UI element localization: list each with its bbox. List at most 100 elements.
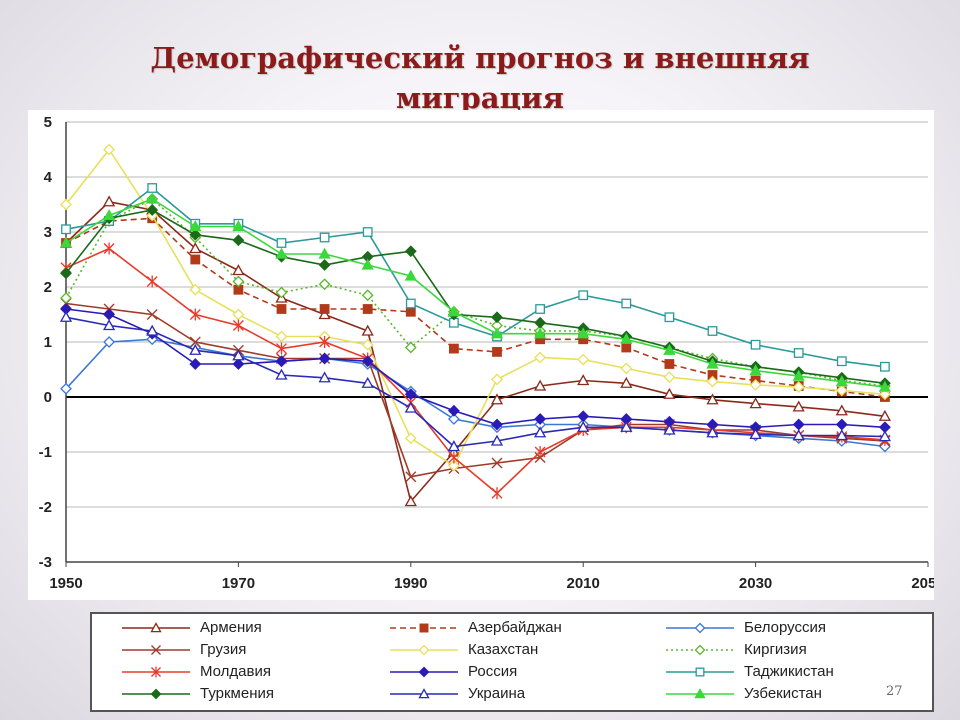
series-11	[59, 310, 892, 452]
y-tick-label: -3	[39, 554, 52, 571]
data-point	[534, 351, 547, 364]
data-point	[706, 357, 719, 369]
legend-label: Азербайджан	[468, 619, 562, 636]
data-point	[621, 298, 632, 309]
series-1	[59, 195, 892, 507]
data-point	[836, 356, 847, 367]
data-point	[275, 247, 288, 259]
data-point	[103, 242, 115, 255]
data-point	[490, 434, 504, 446]
data-point	[577, 327, 590, 339]
data-point	[59, 310, 73, 322]
title-line-2: миграция	[396, 81, 564, 115]
data-point	[189, 308, 201, 321]
data-point	[318, 308, 331, 320]
data-point	[103, 336, 116, 348]
legend-swatch	[666, 622, 734, 634]
series-line	[65, 198, 886, 388]
data-point	[533, 327, 547, 339]
legend-swatch	[122, 645, 190, 655]
series-line	[65, 186, 886, 368]
data-point	[146, 324, 159, 336]
data-point	[404, 388, 417, 401]
data-point	[146, 204, 159, 216]
data-point	[878, 380, 892, 392]
data-point	[835, 375, 848, 387]
legend-marker	[694, 688, 706, 699]
legend-swatch	[390, 688, 458, 699]
data-point	[749, 364, 762, 376]
legend-swatch	[122, 666, 190, 678]
data-point	[189, 242, 202, 254]
series-line	[65, 308, 885, 429]
data-point	[447, 440, 461, 452]
legend-marker	[694, 622, 706, 634]
data-point	[405, 306, 416, 317]
data-point	[577, 353, 590, 366]
data-point	[275, 368, 288, 380]
data-point	[404, 401, 417, 413]
legend-swatch	[666, 644, 734, 656]
x-tick-label: 2010	[567, 575, 600, 592]
legend-label: Туркмения	[200, 685, 274, 702]
y-tick-label: -1	[39, 444, 52, 461]
data-point	[276, 304, 287, 314]
data-point	[60, 267, 72, 280]
data-point	[707, 326, 718, 336]
chart-legend: Армения Азербайджан Белоруссия Грузия Казахс…	[90, 612, 934, 712]
data-point	[405, 471, 417, 483]
data-point	[578, 290, 589, 301]
data-point	[189, 343, 202, 355]
series-9	[61, 183, 890, 372]
data-point	[706, 375, 719, 388]
data-point	[319, 232, 330, 243]
data-point	[620, 332, 633, 344]
series-line	[65, 209, 886, 385]
data-point	[232, 275, 245, 288]
data-point	[792, 369, 805, 381]
data-point	[59, 236, 73, 248]
data-point	[103, 308, 116, 321]
data-point	[750, 339, 761, 350]
data-point	[190, 254, 201, 265]
legend-label: Россия	[468, 663, 518, 680]
data-point	[60, 292, 72, 304]
legend-label: Киргизия	[744, 641, 807, 658]
data-point	[620, 362, 633, 375]
data-point	[102, 319, 116, 331]
data-point	[146, 309, 158, 320]
x-tick-label: 1950	[49, 575, 82, 592]
data-point	[361, 355, 374, 368]
data-point	[706, 426, 719, 438]
data-point	[663, 371, 676, 384]
data-point	[706, 393, 719, 405]
data-point	[319, 336, 331, 348]
data-point	[577, 420, 590, 432]
data-point	[275, 355, 288, 368]
data-point	[792, 418, 805, 431]
data-point	[102, 195, 116, 207]
marker-stroke	[491, 457, 503, 469]
data-point	[492, 346, 502, 357]
data-point	[878, 430, 892, 442]
legend-marker	[694, 644, 706, 656]
data-point	[621, 342, 632, 353]
data-point	[491, 487, 503, 500]
data-point	[835, 384, 848, 397]
line-chart: 5 4 3 2 1 0 -1 -2 -3 1950 1970 1990 2010 2030 2050	[39, 114, 945, 592]
data-point	[60, 382, 72, 395]
chart-panel: 5 4 3 2 1 0 -1 -2 -3 1950 1970 1990 2010 2030 2050	[28, 110, 945, 600]
legend-swatch	[390, 623, 458, 633]
y-tick-label: 4	[44, 169, 53, 186]
data-point	[405, 298, 416, 309]
y-tick-label: 1	[44, 334, 52, 351]
data-point	[362, 227, 373, 237]
legend-swatch	[122, 622, 190, 633]
data-point	[232, 234, 245, 247]
data-point	[189, 358, 202, 370]
legend-label: Грузия	[200, 641, 247, 658]
data-point	[189, 228, 202, 241]
data-point	[318, 247, 331, 259]
legend-label: Молдавия	[200, 663, 271, 680]
data-point	[361, 258, 374, 270]
